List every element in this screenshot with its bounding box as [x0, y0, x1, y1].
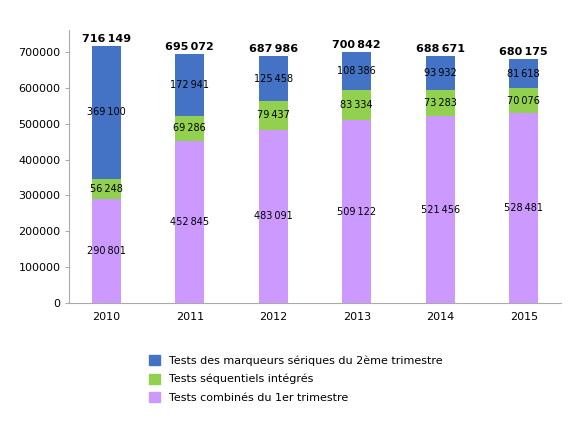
Bar [342, 90, 371, 120]
Text: 290 801: 290 801 [87, 246, 126, 256]
Bar [342, 52, 371, 90]
Bar [342, 120, 371, 303]
Text: 528 481: 528 481 [504, 203, 543, 213]
Text: 680 175: 680 175 [499, 47, 548, 57]
Bar [92, 199, 121, 303]
Bar [259, 130, 288, 303]
Text: 695 072: 695 072 [165, 42, 214, 52]
Bar [175, 141, 205, 303]
Bar [509, 59, 538, 88]
Bar [425, 116, 455, 303]
Text: 716 149: 716 149 [81, 34, 131, 44]
Text: 369 100: 369 100 [87, 107, 125, 117]
Bar [175, 54, 205, 116]
Text: 700 842: 700 842 [332, 40, 381, 50]
Bar [259, 101, 288, 130]
Text: 79 437: 79 437 [257, 110, 290, 120]
Text: 483 091: 483 091 [254, 211, 292, 221]
Text: 93 932: 93 932 [424, 68, 457, 78]
Text: 81 618: 81 618 [507, 68, 540, 79]
Bar [175, 116, 205, 141]
Bar [425, 56, 455, 90]
Text: 687 986: 687 986 [249, 44, 298, 55]
Bar [509, 88, 538, 113]
Text: 70 076: 70 076 [507, 96, 540, 106]
Text: 125 458: 125 458 [254, 74, 293, 84]
Text: 69 286: 69 286 [173, 123, 206, 133]
Text: 521 456: 521 456 [421, 204, 460, 214]
Bar [92, 46, 121, 178]
Bar [425, 90, 455, 116]
Bar [509, 113, 538, 303]
Bar [259, 56, 288, 101]
Text: 108 386: 108 386 [338, 66, 376, 76]
Bar [92, 178, 121, 199]
Text: 509 122: 509 122 [337, 207, 376, 217]
Text: 73 283: 73 283 [424, 98, 457, 108]
Text: 688 671: 688 671 [416, 44, 465, 54]
Text: 452 845: 452 845 [171, 217, 209, 227]
Legend: Tests des marqueurs sériques du 2ème trimestre, Tests séquentiels intégrés, Test: Tests des marqueurs sériques du 2ème tri… [149, 355, 442, 403]
Text: 56 248: 56 248 [90, 184, 123, 194]
Text: 172 941: 172 941 [171, 80, 209, 90]
Text: 83 334: 83 334 [340, 100, 373, 110]
